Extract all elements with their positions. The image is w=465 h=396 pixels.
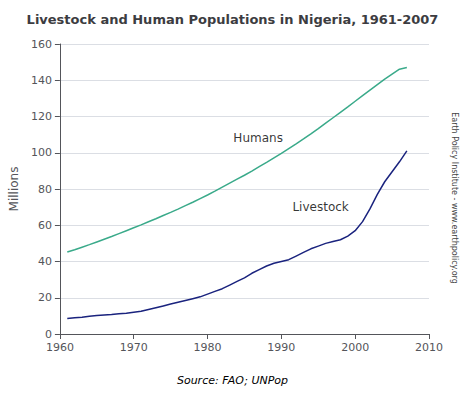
svg-text:40: 40 <box>38 255 52 268</box>
svg-text:100: 100 <box>31 146 52 159</box>
svg-text:0: 0 <box>45 328 52 341</box>
svg-text:120: 120 <box>31 110 52 123</box>
svg-text:140: 140 <box>31 74 52 87</box>
svg-text:Source: FAO; UNPop: Source: FAO; UNPop <box>177 374 288 387</box>
svg-text:Millions: Millions <box>7 167 21 212</box>
svg-text:1970: 1970 <box>120 341 148 354</box>
svg-text:Humans: Humans <box>233 131 283 145</box>
svg-text:1980: 1980 <box>194 341 222 354</box>
svg-text:Livestock: Livestock <box>292 200 348 214</box>
svg-text:60: 60 <box>38 219 52 232</box>
svg-text:80: 80 <box>38 183 52 196</box>
svg-text:20: 20 <box>38 291 52 304</box>
svg-text:Earth Policy Institute - www.e: Earth Policy Institute - www.earthpolicy… <box>450 112 459 284</box>
svg-text:2000: 2000 <box>341 341 369 354</box>
svg-text:Livestock and Human Population: Livestock and Human Populations in Niger… <box>27 12 439 27</box>
svg-text:2010: 2010 <box>415 341 443 354</box>
svg-text:1960: 1960 <box>46 341 74 354</box>
svg-text:1990: 1990 <box>267 341 295 354</box>
svg-text:160: 160 <box>31 38 52 51</box>
